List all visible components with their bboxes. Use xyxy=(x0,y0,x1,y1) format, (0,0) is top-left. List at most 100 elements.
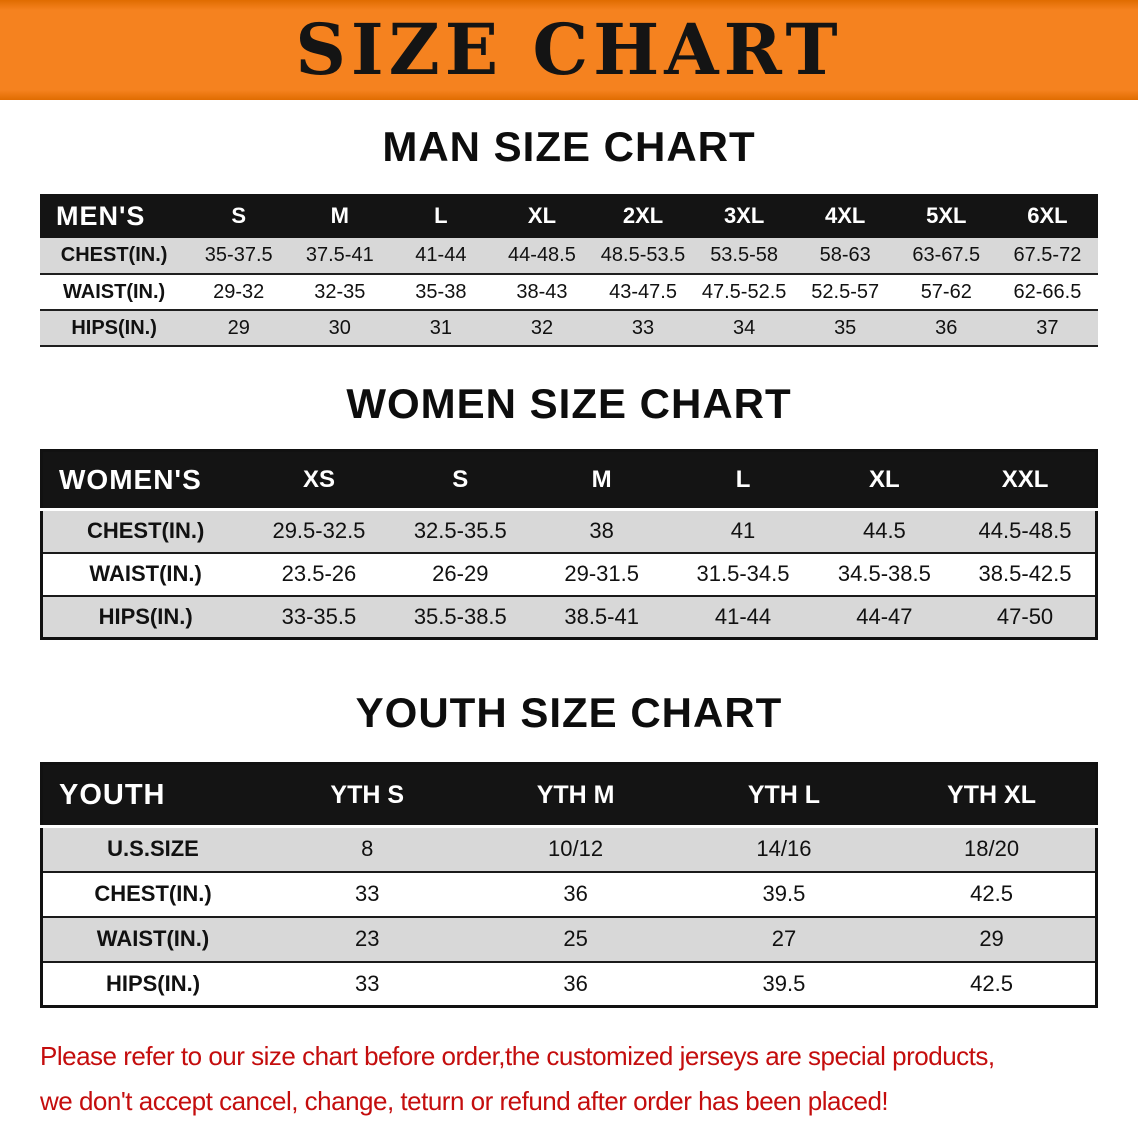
youth-table-row: WAIST(IN.) 23 25 27 29 xyxy=(41,916,1097,962)
table-cell: 36 xyxy=(563,881,588,906)
table-cell: 34 xyxy=(732,316,756,339)
row-label: HIPS(IN.) xyxy=(98,603,193,629)
table-cell: 34.5-38.5 xyxy=(837,561,931,586)
table-cell: 36 xyxy=(935,316,958,339)
table-cell: 8 xyxy=(361,836,374,862)
table-cell: 38.5-42.5 xyxy=(978,561,1072,586)
youth-column-header: YTH S xyxy=(263,763,472,827)
youth-column-header: YTH M xyxy=(471,763,680,827)
men-column-header: 6XL xyxy=(996,194,1098,238)
row-label: WAIST(IN.) xyxy=(96,926,210,951)
youth-table-row: CHEST(IN.) 33 36 39.5 42.5 xyxy=(41,872,1097,917)
table-cell: 33 xyxy=(354,970,380,996)
table-cell: 41 xyxy=(730,518,756,544)
table-cell: 48.5-53.5 xyxy=(600,244,686,266)
banner: SIZE CHART xyxy=(0,0,1138,100)
women-column-header: XS xyxy=(248,450,390,510)
women-section: WOMEN SIZE CHART WOMEN'S XS S M L XL XXL CHEST(… xyxy=(0,381,1138,640)
table-cell: 35 xyxy=(834,316,857,339)
table-cell: 32 xyxy=(530,316,554,339)
youth-column-header: YTH L xyxy=(679,763,889,827)
table-cell: 39.5 xyxy=(762,881,806,906)
table-cell: 29 xyxy=(227,316,250,339)
youth-table-row: HIPS(IN.) 33 36 39.5 42.5 xyxy=(41,962,1097,1007)
table-cell: 29.5-32.5 xyxy=(272,518,366,544)
table-cell: 27 xyxy=(771,926,797,951)
men-column-header: 2XL xyxy=(592,194,694,238)
table-cell: 44-47 xyxy=(856,603,913,629)
table-cell: 14/16 xyxy=(756,836,812,862)
table-cell: 35-37.5 xyxy=(204,244,273,266)
table-cell: 47-50 xyxy=(996,603,1054,629)
row-label: CHEST(IN.) xyxy=(94,881,212,906)
men-header-row: MEN'S S M L XL 2XL 3XL 4XL 5XL 6XL xyxy=(40,194,1098,238)
women-table-row: CHEST(IN.) 29.5-32.5 32.5-35.5 38 41 44.5 44.5… xyxy=(41,509,1097,553)
table-cell: 52.5-57 xyxy=(811,280,880,303)
table-cell: 23 xyxy=(354,926,380,951)
men-table-title: MEN'S xyxy=(40,194,189,238)
table-cell: 30 xyxy=(328,316,351,339)
men-table-row: HIPS(IN.) 29 30 31 32 33 34 35 36 37 xyxy=(40,310,1098,346)
table-cell: 32-35 xyxy=(314,280,366,303)
table-cell: 35-38 xyxy=(415,280,467,303)
youth-table-container: YOUTH YTH S YTH M YTH L YTH XL U.S.SIZE 8 10/12… xyxy=(40,762,1098,1008)
table-cell: 36 xyxy=(563,970,588,996)
men-section-heading: MAN SIZE CHART xyxy=(382,123,756,170)
table-cell: 33 xyxy=(354,881,380,906)
notice-line-2: we don't accept cancel, change, teturn o… xyxy=(40,1086,889,1116)
table-cell: 33 xyxy=(631,316,655,339)
women-header-row: WOMEN'S XS S M L XL XXL xyxy=(41,450,1097,510)
youth-table-title: YOUTH xyxy=(41,763,264,827)
table-cell: 39.5 xyxy=(762,970,806,996)
table-cell: 47.5-52.5 xyxy=(701,280,787,303)
women-table-container: WOMEN'S XS S M L XL XXL CHEST(IN.) 29.5-32.5 32.5… xyxy=(40,449,1098,640)
women-column-header: S xyxy=(389,450,531,510)
women-column-header: M xyxy=(530,450,673,510)
men-column-header: 5XL xyxy=(895,194,997,238)
table-cell: 67.5-72 xyxy=(1013,244,1082,266)
table-cell: 38.5-41 xyxy=(564,603,639,629)
row-label: WAIST(IN.) xyxy=(62,280,166,303)
women-table-row: WAIST(IN.) 23.5-26 26-29 29-31.5 31.5-34.5 34… xyxy=(41,553,1097,596)
table-cell: 37 xyxy=(1036,316,1059,339)
women-column-header: XL xyxy=(813,450,956,510)
banner-title: SIZE CHART xyxy=(295,8,843,91)
table-cell: 44.5-48.5 xyxy=(978,518,1072,544)
men-column-header: S xyxy=(188,194,290,238)
table-cell: 31.5-34.5 xyxy=(696,561,790,586)
table-cell: 29-32 xyxy=(213,280,265,303)
table-cell: 42.5 xyxy=(970,970,1013,996)
women-column-header: XXL xyxy=(955,450,1097,510)
table-cell: 37.5-41 xyxy=(305,244,374,266)
table-cell: 26-29 xyxy=(432,561,489,586)
youth-section: YOUTH SIZE CHART YOUTH YTH S YTH M YTH L YTH… xyxy=(0,690,1138,1008)
table-cell: 25 xyxy=(563,926,588,951)
men-size-table: MEN'S S M L XL 2XL 3XL 4XL 5XL 6XL CHEST(IN.) 35-37… xyxy=(40,194,1098,347)
youth-size-table: YOUTH YTH S YTH M YTH L YTH XL U.S.SIZE 8 10/12… xyxy=(40,762,1098,1008)
table-cell: 23.5-26 xyxy=(281,561,357,586)
row-label: CHEST(IN.) xyxy=(86,518,205,544)
table-cell: 32.5-35.5 xyxy=(413,518,507,544)
women-section-heading: WOMEN SIZE CHART xyxy=(346,380,792,427)
men-column-header: M xyxy=(289,194,391,238)
women-table-row: HIPS(IN.) 33-35.5 35.5-38.5 38.5-41 41-44 44-… xyxy=(41,595,1097,639)
table-cell: 43-47.5 xyxy=(609,280,677,303)
men-table-row: WAIST(IN.) 29-32 32-35 35-38 38-43 43-47.5 47.… xyxy=(40,274,1098,310)
table-cell: 29 xyxy=(979,926,1004,951)
table-cell: 38 xyxy=(589,518,614,544)
youth-section-heading: YOUTH SIZE CHART xyxy=(355,689,783,736)
table-cell: 42.5 xyxy=(970,881,1013,906)
table-cell: 18/20 xyxy=(964,836,1020,862)
row-label: HIPS(IN.) xyxy=(71,316,157,339)
youth-column-header: YTH XL xyxy=(888,763,1097,827)
table-cell: 31 xyxy=(429,316,452,339)
men-column-header: 3XL xyxy=(693,194,795,238)
men-section: MAN SIZE CHART MEN'S S M L XL 2XL 3XL 4XL 5XL 6XL… xyxy=(0,124,1138,347)
table-cell: 53.5-58 xyxy=(710,244,779,266)
women-size-table: WOMEN'S XS S M L XL XXL CHEST(IN.) 29.5-32.5 32.5… xyxy=(40,449,1098,640)
men-table-row: CHEST(IN.) 35-37.5 37.5-41 41-44 44-48.5 48.5… xyxy=(40,238,1098,274)
youth-table-row: U.S.SIZE 8 10/12 14/16 18/20 xyxy=(41,826,1097,872)
table-cell: 44.5 xyxy=(862,518,906,544)
row-label: WAIST(IN.) xyxy=(89,561,202,586)
